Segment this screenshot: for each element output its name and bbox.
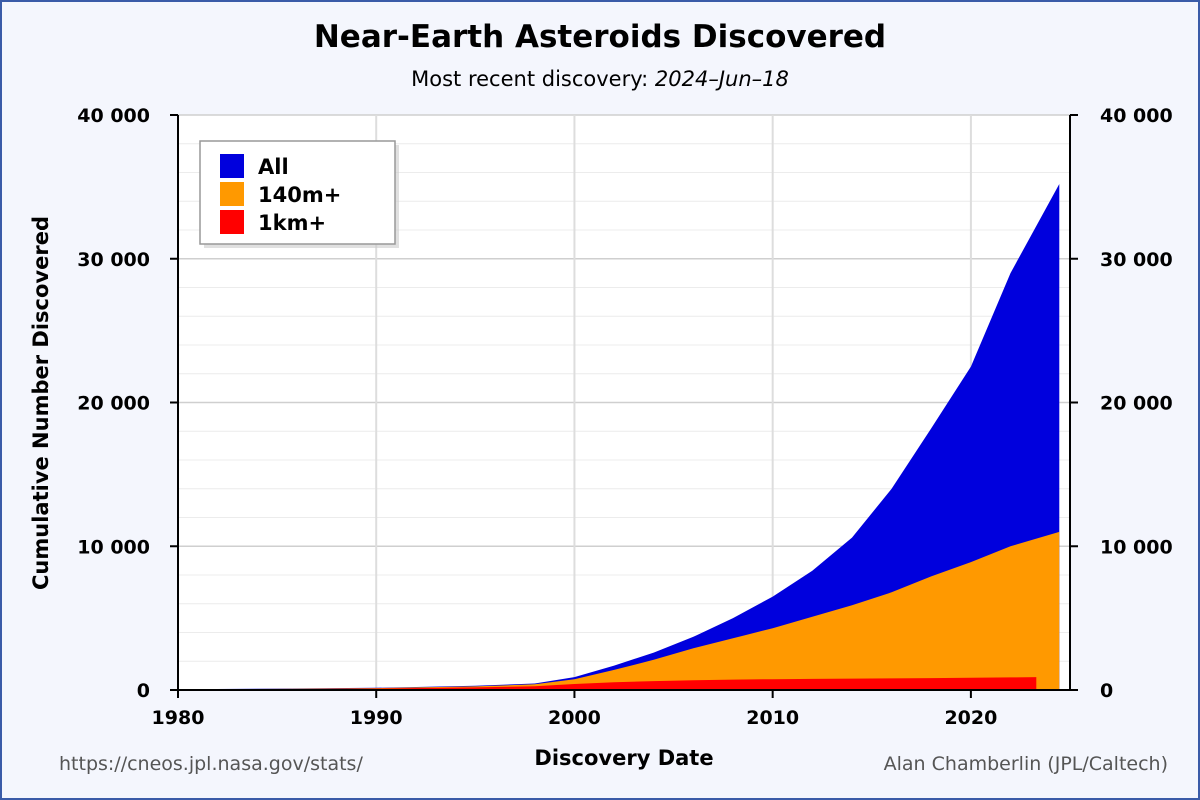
area-1km- <box>178 677 1037 690</box>
chart-title: Near-Earth Asteroids Discovered <box>314 19 886 55</box>
y-tick-label-right: 30 000 <box>1100 249 1173 271</box>
legend-label: 1km+ <box>258 211 326 235</box>
credit: Alan Chamberlin (JPL/Caltech) <box>884 753 1168 775</box>
x-axis-title: Discovery Date <box>534 746 713 770</box>
legend-swatch <box>220 154 244 178</box>
y-tick-label-right: 10 000 <box>1100 536 1173 558</box>
y-tick-label-right: 0 <box>1100 680 1113 702</box>
series-areas <box>178 184 1060 690</box>
x-tick-label: 2000 <box>548 707 601 729</box>
y-tick-label-left: 20 000 <box>77 393 150 415</box>
area-all <box>178 184 1060 690</box>
y-tick-label-left: 30 000 <box>77 249 150 271</box>
subtitle-prefix: Most recent discovery: <box>411 67 655 91</box>
legend-label: 140m+ <box>258 183 341 207</box>
y-tick-label-left: 40 000 <box>77 105 150 127</box>
area-140m- <box>178 531 1060 690</box>
legend-swatch <box>220 182 244 206</box>
x-tick-label: 1990 <box>350 707 403 729</box>
ticks: 0 0 10 000 10 000 20 000 20 000 30 000 30 000 40… <box>77 105 1172 729</box>
source-url: https://cneos.jpl.nasa.gov/stats/ <box>59 753 363 775</box>
y-tick-label-right: 40 000 <box>1100 105 1173 127</box>
y-tick-label-right: 20 000 <box>1100 393 1173 415</box>
y-axis-title: Cumulative Number Discovered <box>29 216 53 590</box>
y-tick-label-left: 0 <box>137 680 150 702</box>
y-tick-label-left: 10 000 <box>77 536 150 558</box>
x-tick-label: 2020 <box>944 707 997 729</box>
x-tick-label: 1980 <box>152 707 205 729</box>
legend-swatch <box>220 210 244 234</box>
x-tick-label: 2010 <box>746 707 799 729</box>
chart-subtitle: Most recent discovery: 2024–Jun–18 <box>411 67 789 91</box>
legend-label: All <box>258 155 289 179</box>
legend: All 140m+ 1km+ <box>199 140 399 248</box>
subtitle-date: 2024–Jun–18 <box>655 67 789 91</box>
